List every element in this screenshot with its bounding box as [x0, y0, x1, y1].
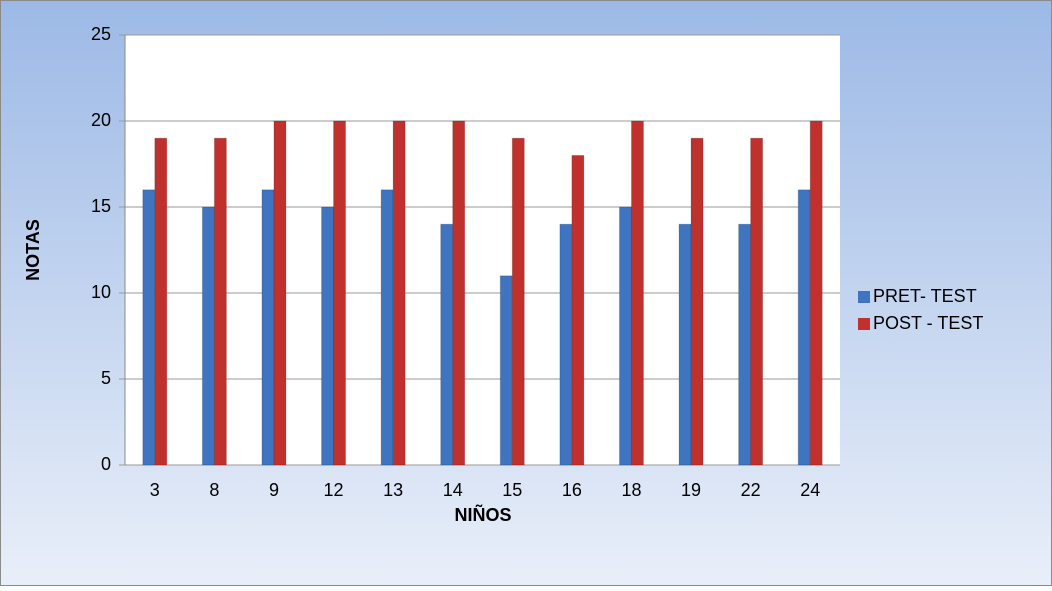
- y-tick-label: 20: [91, 110, 111, 130]
- plot-area: [125, 35, 840, 465]
- y-axis-label: NOTAS: [23, 219, 43, 281]
- x-tick-label: 8: [209, 480, 219, 500]
- x-tick-label: 14: [443, 480, 463, 500]
- y-tick-label: 5: [101, 368, 111, 388]
- bar: [213, 137, 227, 466]
- bar: [273, 120, 287, 466]
- x-tick-label: 13: [383, 480, 403, 500]
- bar: [333, 120, 347, 466]
- x-tick-label: 3: [150, 480, 160, 500]
- x-tick-label: 9: [269, 480, 279, 500]
- bar: [559, 223, 573, 466]
- y-tick-label: 25: [91, 24, 111, 44]
- legend-label: POST - TEST: [873, 313, 983, 333]
- bar: [797, 189, 811, 466]
- bar: [452, 120, 466, 466]
- bar: [499, 275, 513, 466]
- legend-swatch: [858, 291, 870, 303]
- bar: [201, 206, 215, 466]
- bar: [511, 137, 525, 466]
- x-axis-label: NIÑOS: [454, 504, 511, 525]
- bar: [738, 223, 752, 466]
- bar: [750, 137, 764, 466]
- x-tick-label: 24: [800, 480, 820, 500]
- bar: [142, 189, 156, 466]
- bar: [321, 206, 335, 466]
- legend-label: PRET- TEST: [873, 286, 977, 306]
- x-tick-label: 22: [741, 480, 761, 500]
- x-tick-label: 15: [502, 480, 522, 500]
- bar: [630, 120, 644, 466]
- bar: [690, 137, 704, 466]
- x-tick-label: 18: [621, 480, 641, 500]
- x-tick-label: 19: [681, 480, 701, 500]
- x-tick-label: 12: [324, 480, 344, 500]
- bar: [809, 120, 823, 466]
- bar: [678, 223, 692, 466]
- y-tick-label: 10: [91, 282, 111, 302]
- bar: [571, 154, 585, 466]
- bar: [154, 137, 168, 466]
- bar: [392, 120, 406, 466]
- y-tick-label: 15: [91, 196, 111, 216]
- legend-swatch: [858, 318, 870, 330]
- bar: [440, 223, 454, 466]
- bar: [380, 189, 394, 466]
- bar: [261, 189, 275, 466]
- y-tick-label: 0: [101, 454, 111, 474]
- bar: [618, 206, 632, 466]
- x-tick-label: 16: [562, 480, 582, 500]
